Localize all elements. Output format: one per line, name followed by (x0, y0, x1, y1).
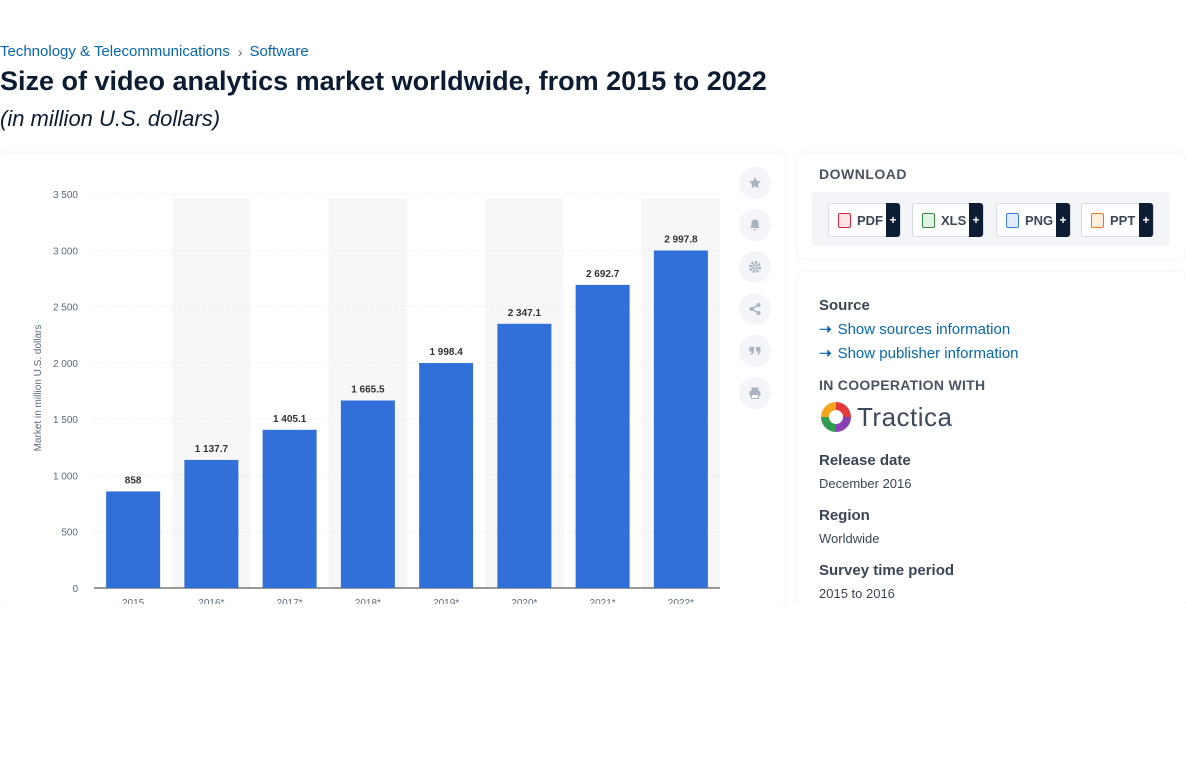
region-label: Region (819, 507, 870, 524)
bar-value-label: 2 347.1 (508, 308, 542, 319)
info-panel: Source ➝ Show sources information ➝ Show… (798, 272, 1185, 612)
bar-chart: 0 500 1 000 1 500 2 000 2 500 3 000 3 500 Market… (33, 190, 720, 604)
x-tick-label: 2017* (277, 598, 303, 604)
download-xls-button[interactable]: XLS + (912, 203, 984, 237)
tractica-logo-icon (821, 402, 851, 432)
download-title: DOWNLOAD (819, 166, 907, 182)
y-tick-label: 500 (61, 528, 78, 539)
arrow-right-icon: ➝ (819, 321, 832, 338)
download-png-label: PNG (1025, 212, 1054, 228)
quote-icon (749, 347, 761, 355)
x-tick-label: 2022* (668, 598, 694, 604)
download-pdf-label: PDF (857, 212, 883, 228)
gear-icon (749, 261, 761, 273)
notification-button[interactable] (739, 209, 771, 241)
bar (497, 323, 552, 588)
download-xls-plus[interactable]: + (969, 203, 983, 237)
share-button[interactable] (739, 293, 771, 325)
show-publisher-link[interactable]: ➝ Show publisher information (819, 344, 1019, 363)
bar (340, 400, 395, 588)
x-tick-label: 2021* (590, 598, 616, 604)
tractica-logo-text: Tractica (857, 401, 953, 432)
share-icon (749, 303, 761, 315)
bar (184, 459, 239, 588)
bar-value-label: 1 405.1 (273, 414, 307, 425)
download-pdf-plus[interactable]: + (886, 203, 900, 237)
breadcrumb: Technology & Telecommunications › Softwa… (0, 43, 309, 60)
download-png-button[interactable]: PNG + (996, 203, 1071, 237)
bar-value-label: 2 692.7 (586, 269, 620, 280)
download-buttons: PDF + XLS + PNG + PPT + (812, 192, 1170, 246)
page-title: Size of video analytics market worldwide… (0, 66, 767, 96)
star-icon (749, 177, 761, 189)
xls-file-icon (922, 212, 935, 228)
show-sources-link[interactable]: ➝ Show sources information (819, 320, 1011, 339)
x-tick-label: 2019* (433, 598, 459, 604)
favorite-button[interactable] (739, 167, 771, 199)
chart-toolbar (739, 167, 771, 419)
bar (653, 250, 708, 588)
show-sources-text: Show sources information (837, 320, 1011, 338)
breadcrumb-link-software[interactable]: Software (249, 43, 309, 60)
survey-period-label: Survey time period (819, 562, 955, 579)
y-tick-label: 0 (72, 584, 78, 595)
bell-icon (750, 219, 760, 231)
bar (575, 284, 630, 588)
y-tick-label: 3 000 (53, 246, 78, 257)
y-tick-label: 1 000 (53, 471, 78, 482)
region-value: Worldwide (819, 531, 880, 546)
bar-value-label: 2 997.8 (664, 235, 698, 246)
download-panel: DOWNLOAD PDF + XLS + PNG + PPT + (798, 154, 1185, 258)
arrow-right-icon: ➝ (819, 345, 832, 362)
release-date-label: Release date (819, 452, 911, 469)
bar-value-label: 858 (125, 475, 142, 486)
x-tick-label: 2020* (511, 598, 537, 604)
release-date-value: December 2016 (819, 476, 912, 491)
chart-card: 0 500 1 000 1 500 2 000 2 500 3 000 3 500 Market… (0, 154, 784, 604)
download-ppt-button[interactable]: PPT + (1081, 203, 1154, 237)
page-subtitle: (in million U.S. dollars) (0, 106, 221, 131)
y-tick-label: 1 500 (53, 415, 78, 426)
breadcrumb-link-technology[interactable]: Technology & Telecommunications (0, 43, 230, 60)
tractica-logo: Tractica (819, 400, 953, 434)
y-tick-label: 3 500 (53, 190, 78, 201)
page-fade-cover (0, 604, 1186, 760)
download-ppt-plus[interactable]: + (1139, 203, 1153, 237)
show-publisher-text: Show publisher information (837, 344, 1019, 362)
y-tick-label: 2 000 (53, 359, 78, 370)
print-icon (749, 387, 761, 399)
x-tick-label: 2018* (355, 598, 381, 604)
x-tick-label: 2015 (122, 598, 145, 604)
breadcrumb-separator: › (237, 43, 243, 60)
bar-value-label: 1 998.4 (429, 347, 463, 358)
survey-period-value: 2015 to 2016 (819, 586, 895, 601)
png-file-icon (1006, 212, 1019, 228)
pdf-file-icon (838, 212, 851, 228)
y-axis-title: Market in million U.S. dollars (33, 325, 44, 452)
bar-value-label: 1 665.5 (351, 385, 385, 396)
download-xls-label: XLS (941, 212, 967, 228)
print-button[interactable] (739, 377, 771, 409)
cooperation-title: IN COOPERATION WITH (819, 377, 986, 393)
bar (106, 491, 161, 588)
bar (262, 429, 317, 588)
download-pdf-button[interactable]: PDF + (828, 203, 901, 237)
x-tick-label: 2016* (198, 598, 224, 604)
source-label: Source (819, 297, 870, 314)
bar (419, 363, 474, 588)
y-tick-label: 2 500 (53, 303, 78, 314)
bar-value-label: 1 137.7 (195, 444, 229, 455)
download-png-plus[interactable]: + (1056, 203, 1070, 237)
download-ppt-label: PPT (1110, 212, 1136, 228)
settings-button[interactable] (739, 251, 771, 283)
ppt-file-icon (1091, 212, 1104, 228)
cite-button[interactable] (739, 335, 771, 367)
